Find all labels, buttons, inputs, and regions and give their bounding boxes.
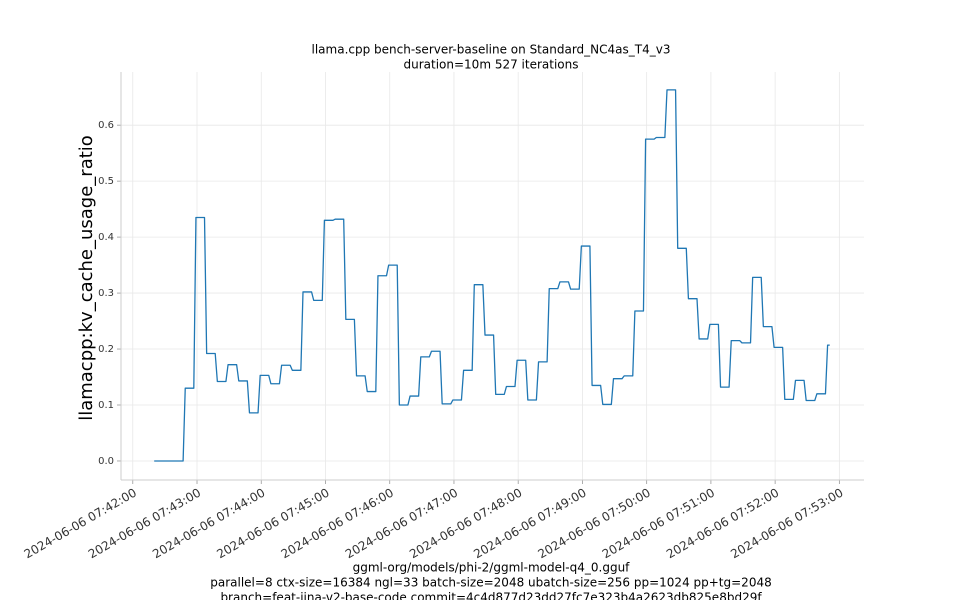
x-tick-label: 2024-06-06 07:50:00 bbox=[536, 486, 653, 562]
x-tick-label: 2024-06-06 07:45:00 bbox=[214, 486, 331, 562]
y-axis-label: llamacpp:kv_cache_usage_ratio bbox=[76, 135, 97, 421]
x-tick-label: 2024-06-06 07:46:00 bbox=[279, 486, 396, 562]
y-tick-label: 0.6 bbox=[98, 120, 114, 131]
y-tick-label: 0.5 bbox=[98, 176, 114, 187]
x-axis-label: branch=feat-jina-v2-base-code commit=4c4… bbox=[220, 591, 762, 600]
y-tick-label: 0.3 bbox=[98, 288, 114, 299]
y-tick-label: 0.2 bbox=[98, 344, 114, 355]
x-tick-label: 2024-06-06 07:52:00 bbox=[664, 486, 781, 562]
x-axis-label: parallel=8 ctx-size=16384 ngl=33 batch-s… bbox=[210, 576, 771, 590]
x-tick-label: 2024-06-06 07:43:00 bbox=[86, 486, 203, 562]
x-tick-label: 2024-06-06 07:42:00 bbox=[22, 486, 139, 562]
x-tick-label: 2024-06-06 07:47:00 bbox=[343, 486, 460, 562]
data-line bbox=[154, 89, 830, 462]
y-tick-label: 0.4 bbox=[98, 232, 114, 243]
x-tick-label: 2024-06-06 07:48:00 bbox=[407, 486, 524, 562]
chart-title: llama.cpp bench-server-baseline on Stand… bbox=[312, 43, 671, 57]
x-tick-label: 2024-06-06 07:51:00 bbox=[600, 486, 717, 562]
y-tick-label: 0.0 bbox=[98, 456, 114, 467]
chart-subtitle: duration=10m 527 iterations bbox=[404, 58, 579, 72]
x-tick-label: 2024-06-06 07:53:00 bbox=[728, 486, 845, 562]
y-tick-label: 0.1 bbox=[98, 400, 114, 411]
x-tick-label: 2024-06-06 07:49:00 bbox=[471, 486, 588, 562]
x-tick-label: 2024-06-06 07:44:00 bbox=[150, 486, 267, 562]
x-axis-label: ggml-org/models/phi-2/ggml-model-q4_0.gg… bbox=[353, 561, 631, 575]
